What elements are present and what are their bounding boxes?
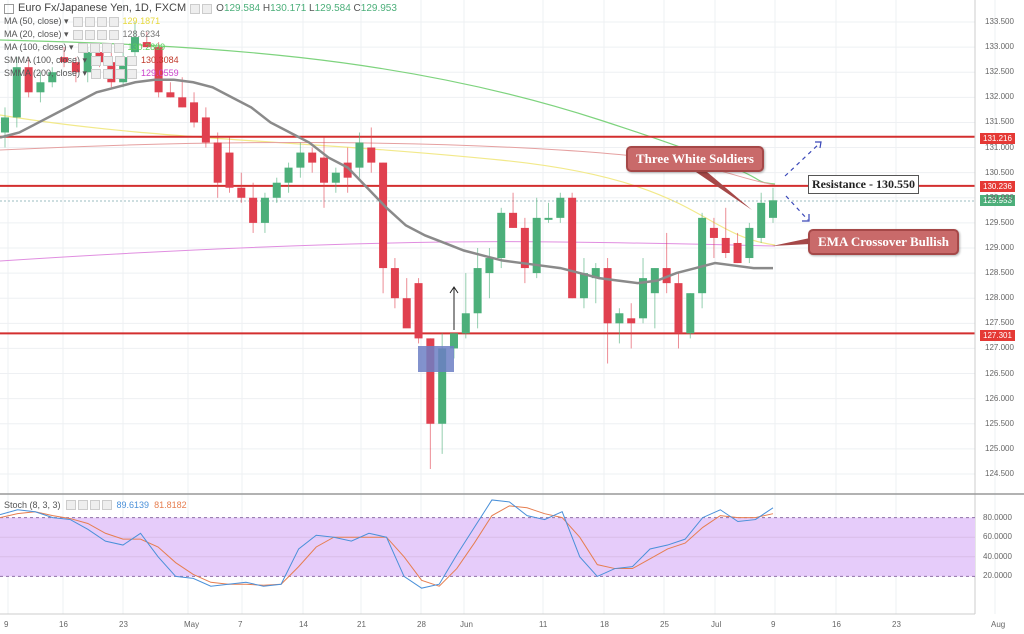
stoch-tick: 80.0000 [983,512,1012,522]
ma100-line [0,39,776,185]
x-tick: 25 [660,620,669,629]
projection-up-arrow-icon [815,141,822,149]
y-tick: 127.000 [985,343,1014,353]
indicator-name[interactable]: MA (50, close) ▾ [4,16,69,26]
y-tick: 133.000 [985,42,1014,52]
x-tick: May [184,620,200,629]
indicator-row[interactable]: SMMA (100, close) ▾ 130.3084 [4,54,397,67]
y-tick: 131.500 [985,117,1014,127]
x-tick: Aug [991,620,1006,629]
stoch-name[interactable]: Stoch (8, 3, 3) [4,500,61,510]
title-row: Euro Fx/Japanese Yen, 1D, FXCM O129.584 … [4,2,397,15]
indicator-name[interactable]: SMMA (100, close) ▾ [4,55,88,65]
three-white-soldiers-label: Three White Soldiers [626,146,764,172]
y-tick: 132.000 [985,92,1014,102]
x-tick: 7 [238,620,243,629]
price-tag: 131.216 [980,133,1015,144]
price-tag: 130.236 [980,181,1015,192]
indicator-row[interactable]: MA (100, close) ▾ 130.2809 [4,41,397,54]
highlight-box [418,346,454,372]
x-tick: 18 [600,620,609,629]
resistance-label: Resistance - 130.550 [808,175,919,194]
ohlc-values: O129.584 H130.171 L129.584 C129.953 [216,3,397,14]
y-tick: 130.500 [985,167,1014,177]
stoch-buttons[interactable] [65,500,112,510]
y-tick: 130.000 [985,192,1014,202]
indicator-name[interactable]: MA (20, close) ▾ [4,29,69,39]
stoch-d-value: 81.8182 [154,500,187,510]
ema-crossover-label: EMA Crossover Bullish [808,229,959,255]
title-buttons[interactable] [190,3,213,14]
indicator-value: 130.2809 [127,42,166,52]
x-tick: 28 [417,620,426,629]
smma200-line [0,241,776,262]
symbol-title[interactable]: Euro Fx/Japanese Yen, 1D, FXCM [18,2,187,14]
x-tick: 23 [119,620,128,629]
legend: Euro Fx/Japanese Yen, 1D, FXCM O129.584 … [4,2,397,80]
y-tick: 126.000 [985,393,1014,403]
y-tick: 129.500 [985,217,1014,227]
y-tick: 132.500 [985,67,1014,77]
y-tick: 127.500 [985,318,1014,328]
x-tick: 23 [892,620,901,629]
x-tick: 9 [771,620,776,629]
ma50-line [0,114,776,246]
x-tick: Jun [460,620,473,629]
price-tag: 129.953 [980,195,1015,206]
stoch-tick: 40.0000 [983,551,1012,561]
indicator-buttons[interactable] [72,29,119,40]
indicator-buttons[interactable] [91,68,138,79]
indicator-row[interactable]: MA (50, close) ▾ 129.1871 [4,15,397,28]
y-tick: 125.000 [985,443,1014,453]
x-tick: 9 [4,620,9,629]
indicator-row[interactable]: MA (20, close) ▾ 128.6234 [4,28,397,41]
stoch-legend: Stoch (8, 3, 3) 89.6139 81.8182 [4,500,187,510]
indicator-value: 128.6234 [122,29,161,39]
indicator-name[interactable]: MA (100, close) ▾ [4,42,74,52]
y-tick: 128.500 [985,268,1014,278]
indicator-value: 129.1871 [122,16,161,26]
stoch-tick: 20.0000 [983,571,1012,581]
x-tick: 14 [299,620,308,629]
x-tick: 11 [539,620,548,629]
indicator-value: 130.3084 [141,55,179,65]
y-tick: 125.500 [985,418,1014,428]
y-tick: 126.500 [985,368,1014,378]
indicator-row[interactable]: SMMA (200, close) ▾ 129.0559 [4,67,397,80]
indicator-buttons[interactable] [72,16,119,27]
x-tick: Jul [711,620,722,629]
indicator-buttons[interactable] [91,55,138,66]
indicator-name[interactable]: SMMA (200, close) ▾ [4,68,88,78]
y-tick: 131.000 [985,142,1014,152]
x-tick: 16 [832,620,841,629]
indicator-buttons[interactable] [77,42,124,53]
y-tick: 133.500 [985,17,1014,26]
stoch-tick: 60.0000 [983,532,1012,542]
y-tick: 129.000 [985,242,1014,252]
stoch-k-value: 89.6139 [116,500,150,510]
y-tick: 124.500 [985,468,1014,478]
price-tag: 127.301 [980,330,1015,341]
y-tick: 128.000 [985,293,1014,303]
x-tick: 21 [357,620,366,629]
x-tick: 16 [59,620,68,629]
projection-down-arrow-icon [802,214,810,222]
indicator-value: 129.0559 [141,68,179,78]
up-arrow-icon [449,286,459,294]
collapse-icon[interactable] [4,3,14,14]
